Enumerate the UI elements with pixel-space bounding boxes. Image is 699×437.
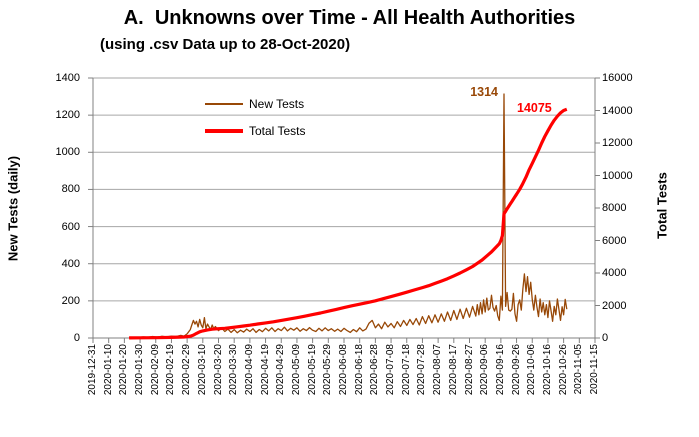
x-tick-label: 2020-04-09 [243,344,255,396]
chart-title: A. Unknowns over Time - All Health Autho… [123,7,576,29]
right-tick-label: 10000 [602,169,633,182]
right-tick-label: 12000 [602,137,633,149]
legend-label: New Tests [249,97,305,111]
annotation-new-tests-peak: 1314 [470,85,498,99]
x-tick-label: 2020-10-26 [557,344,569,396]
x-tick-label: 2020-10-06 [526,344,538,396]
x-tick-label: 2020-08-07 [432,344,444,396]
x-tick-label: 2020-03-10 [196,344,208,396]
right-axis-title: Total Tests [654,172,670,239]
left-tick-label: 200 [61,294,80,307]
left-axis-title: New Tests (daily) [5,155,21,262]
left-tick-label: 1000 [55,146,80,159]
x-tick-label: 2020-01-10 [102,344,114,396]
right-tick-label: 16000 [602,72,633,84]
legend-item: New Tests [205,97,304,111]
x-tick-label: 2020-02-09 [149,344,161,396]
x-tick-label: 2019-12-31 [87,344,98,396]
series-line-total-tests [129,107,568,340]
right-tick-label: 2000 [602,299,627,312]
x-tick-label: 2020-02-19 [165,344,177,396]
x-tick-label: 2020-10-16 [541,344,553,396]
x-tick-label: 2020-04-19 [259,344,271,396]
x-tick-label: 2020-01-30 [134,344,146,396]
x-tick-label: 2020-09-16 [494,344,506,396]
legend-item: Total Tests [205,124,305,138]
x-tick-label: 2020-09-06 [479,344,491,396]
legend-line-sample [205,129,243,133]
x-tick-label: 2020-03-30 [228,344,240,396]
right-tick-label: 8000 [602,202,627,214]
right-tick-label: 14000 [602,104,633,117]
x-tick-label: 2020-05-19 [306,344,318,396]
legend-label: Total Tests [249,124,306,138]
legend-line-sample [205,103,243,105]
x-tick-label: 2020-03-20 [212,344,224,396]
x-tick-label: 2020-07-18 [400,344,412,396]
right-tick-label: 0 [602,332,609,344]
right-tick-label: 4000 [602,267,627,279]
annotation-total-tests-final: 14075 [517,101,552,115]
x-tick-label: 2020-09-26 [510,344,522,396]
x-tick-label: 2020-06-08 [338,344,349,396]
x-tick-label: 2020-11-15 [589,344,600,395]
left-tick-label: 600 [61,220,80,233]
right-tick-label: 6000 [602,234,627,247]
x-tick-label: 2020-04-29 [275,344,287,396]
chart-subtitle: (using .csv Data up to 28-Oct-2020) [100,36,351,53]
x-tick-label: 2020-05-29 [322,344,334,396]
left-tick-label: 400 [61,257,80,270]
x-tick-label: 2020-11-05 [573,344,585,395]
x-tick-label: 2020-08-27 [463,344,475,396]
x-tick-label: 2020-08-17 [447,344,459,396]
x-tick-label: 2020-05-09 [290,344,302,396]
x-tick-label: 2020-02-29 [181,344,193,396]
left-tick-label: 1200 [55,109,80,122]
x-tick-label: 2020-07-08 [385,344,397,396]
x-tick-label: 2020-06-28 [369,344,381,396]
left-tick-label: 1400 [55,72,80,84]
series-line-new-tests [129,93,568,339]
x-tick-label: 2020-01-20 [118,344,130,396]
x-tick-label: 2020-06-18 [353,344,365,396]
left-tick-label: 0 [73,332,80,344]
x-tick-label: 2020-07-28 [416,344,428,396]
left-tick-label: 800 [61,183,80,196]
